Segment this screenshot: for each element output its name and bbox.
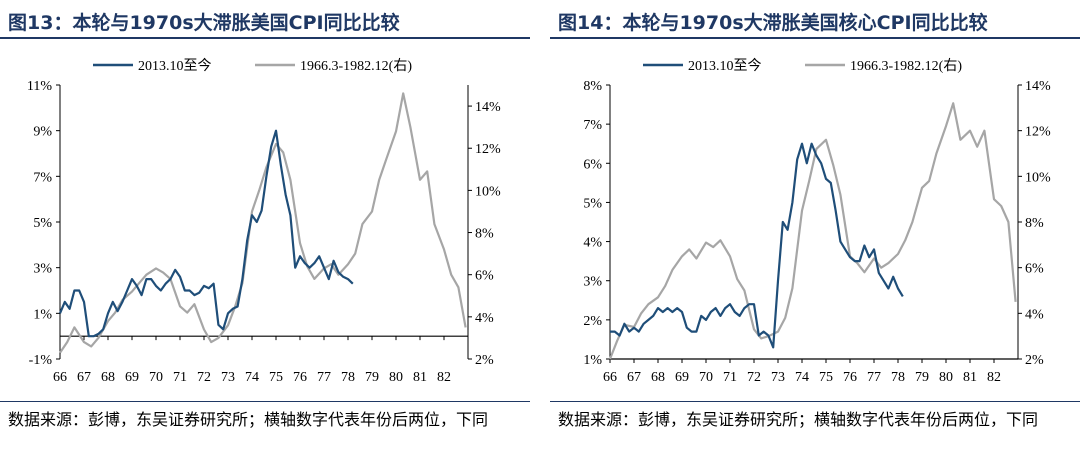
right-tick-label: 6% xyxy=(475,269,494,284)
x-tick-label: 70 xyxy=(149,370,163,385)
right-tick-label: 6% xyxy=(1025,262,1044,277)
right-tick-label: 14% xyxy=(475,100,501,115)
x-tick-label: 71 xyxy=(723,370,737,385)
core-cpi-chart: 1% 2% 3% 4% 5% 6% 7% 8% 2% 4% 6% 8% 10% 12% 14% 66 67 68 6… xyxy=(583,58,1051,385)
left-tick-label: 3% xyxy=(33,262,52,277)
series-line-1970s xyxy=(608,102,1017,360)
legend-label: 1966.3-1982.12(右) xyxy=(300,58,412,74)
left-tick-label: 4% xyxy=(583,236,602,251)
x-tick-label: 76 xyxy=(293,370,307,385)
right-tick-label: 10% xyxy=(1025,170,1051,185)
x-tick-label: 78 xyxy=(891,370,905,385)
source-note: 数据来源：彭博，东吴证券研究所；横轴数字代表年份后两位，下同 xyxy=(8,410,489,429)
x-tick-label: 68 xyxy=(651,370,665,385)
legend-label: 2013.10至今 xyxy=(688,58,762,74)
x-tick-label: 80 xyxy=(389,370,403,385)
x-tick-label: 69 xyxy=(675,370,689,385)
chart-panel-cpi: 图13：本轮与1970s大滞胀美国CPI同比比较 -1% 1% 3% 5% 7% 9% 11… xyxy=(0,0,530,469)
right-tick-label: 2% xyxy=(475,353,494,368)
x-tick-label: 80 xyxy=(939,370,953,385)
x-tick-label: 66 xyxy=(53,370,67,385)
x-tick-label: 79 xyxy=(915,370,929,385)
legend-label: 2013.10至今 xyxy=(138,58,212,74)
right-tick-label: 4% xyxy=(475,311,494,326)
chart-panel-core-cpi: 图14：本轮与1970s大滞胀美国核心CPI同比比较 1% 2% 3% 4% 5% 6% 7… xyxy=(550,0,1080,469)
left-tick-label: 2% xyxy=(583,314,602,329)
left-tick-label: 7% xyxy=(33,170,52,185)
cpi-chart: -1% 1% 3% 5% 7% 9% 11% 2% 4% 6% 8% 10% 12% 14% 66 67 68 6… xyxy=(27,58,501,385)
x-tick-label: 72 xyxy=(197,370,211,385)
x-tick-label: 75 xyxy=(269,370,283,385)
x-tick-label: 70 xyxy=(699,370,713,385)
right-tick-label: 8% xyxy=(1025,216,1044,231)
right-tick-label: 4% xyxy=(1025,307,1044,322)
x-tick-label: 66 xyxy=(603,370,617,385)
panel-title: 图13：本轮与1970s大滞胀美国CPI同比比较 xyxy=(8,12,400,34)
x-tick-label: 75 xyxy=(819,370,833,385)
left-tick-label: 6% xyxy=(583,157,602,172)
title-divider xyxy=(0,37,530,39)
x-tick-label: 77 xyxy=(317,370,331,385)
left-tick-label: 1% xyxy=(583,353,602,368)
x-tick-label: 74 xyxy=(245,370,259,385)
left-tick-label: 9% xyxy=(33,125,52,140)
x-tick-label: 79 xyxy=(365,370,379,385)
x-tick-label: 81 xyxy=(963,370,977,385)
x-tick-label: 73 xyxy=(771,370,785,385)
left-tick-label: 8% xyxy=(583,79,602,94)
panel-title: 图14：本轮与1970s大滞胀美国核心CPI同比比较 xyxy=(558,12,988,34)
x-tick-label: 74 xyxy=(795,370,809,385)
x-tick-label: 68 xyxy=(101,370,115,385)
x-tick-label: 81 xyxy=(413,370,427,385)
x-tick-label: 72 xyxy=(747,370,761,385)
x-tick-label: 77 xyxy=(867,370,881,385)
right-tick-label: 14% xyxy=(1025,79,1051,94)
x-tick-label: 69 xyxy=(125,370,139,385)
left-tick-label: 7% xyxy=(583,118,602,133)
left-tick-label: 3% xyxy=(583,275,602,290)
source-divider xyxy=(550,401,1080,402)
left-tick-label: 5% xyxy=(33,216,52,231)
left-tick-label: 5% xyxy=(583,196,602,211)
x-tick-label: 78 xyxy=(341,370,355,385)
x-tick-label: 82 xyxy=(437,370,451,385)
x-tick-label: 67 xyxy=(627,370,641,385)
source-note: 数据来源：彭博，东吴证券研究所；横轴数字代表年份后两位，下同 xyxy=(558,410,1039,429)
right-tick-label: 12% xyxy=(475,142,501,157)
x-tick-label: 67 xyxy=(77,370,91,385)
right-tick-label: 8% xyxy=(475,227,494,242)
source-divider xyxy=(0,401,530,402)
right-tick-label: 10% xyxy=(475,184,501,199)
series-line-current xyxy=(58,129,354,338)
x-tick-label: 82 xyxy=(987,370,1001,385)
left-tick-label: 1% xyxy=(33,307,52,322)
x-tick-label: 73 xyxy=(221,370,235,385)
x-tick-label: 76 xyxy=(843,370,857,385)
left-tick-label: 11% xyxy=(27,79,52,94)
series-line-1970s xyxy=(59,92,467,354)
left-tick-label: -1% xyxy=(29,353,53,368)
title-divider xyxy=(550,37,1080,39)
legend-label: 1966.3-1982.12(右) xyxy=(850,58,962,74)
series-line-current xyxy=(610,142,904,349)
x-tick-label: 71 xyxy=(173,370,187,385)
right-tick-label: 12% xyxy=(1025,125,1051,140)
right-tick-label: 2% xyxy=(1025,353,1044,368)
